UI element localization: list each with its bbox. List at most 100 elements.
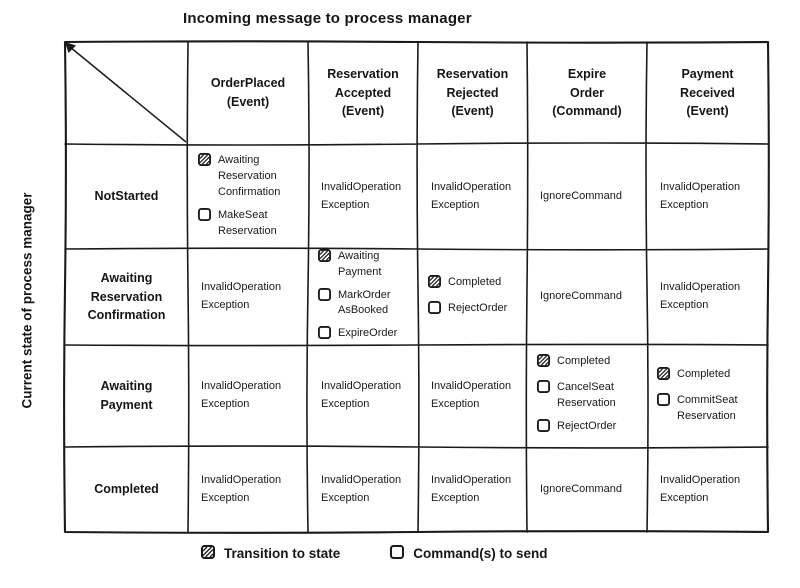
table-cell: Awaiting Reservation Confirmation MakeSea… bbox=[188, 144, 308, 249]
column-header: OrderPlaced (Event) bbox=[188, 42, 308, 144]
cell-item: RejectOrder bbox=[428, 300, 525, 320]
row-state-label: Completed bbox=[65, 447, 188, 532]
table-cell: Completed RejectOrder bbox=[418, 249, 527, 345]
table-cell: InvalidOperation Exception bbox=[308, 345, 418, 447]
table-cell: IgnoreCommand bbox=[527, 144, 647, 249]
cell-text: InvalidOperation Exception bbox=[660, 281, 741, 311]
legend-command-label: Command(s) to send bbox=[413, 546, 548, 561]
cell-item: RejectOrder bbox=[537, 418, 645, 438]
transition-to-state-icon bbox=[201, 545, 215, 562]
cell-item-text: ExpireOrder bbox=[338, 327, 398, 340]
transition-to-state-icon bbox=[657, 367, 670, 386]
cell-item: Completed bbox=[657, 367, 766, 386]
cell-item-text: Completed bbox=[448, 275, 502, 288]
cell-text: IgnoreCommand bbox=[540, 482, 622, 495]
table-cell: InvalidOperation Exception bbox=[308, 144, 418, 249]
cell-text: InvalidOperation Exception bbox=[201, 473, 282, 504]
cell-text: InvalidOperation Exception bbox=[201, 281, 282, 311]
cell-text: InvalidOperation Exception bbox=[660, 180, 741, 211]
cell-item-text: RejectOrder bbox=[557, 419, 617, 432]
cell-item: Completed bbox=[428, 274, 525, 294]
cell-item: ExpireOrder bbox=[318, 326, 416, 345]
column-header-label: Reservation Rejected (Event) bbox=[436, 66, 509, 119]
cell-item-text: RejectOrder bbox=[448, 301, 508, 314]
transition-to-state-icon bbox=[198, 153, 211, 172]
cell-text: InvalidOperation Exception bbox=[321, 473, 402, 504]
transition-to-state-icon bbox=[428, 274, 441, 294]
cell-item-text: CommitSeat Reservation bbox=[677, 394, 738, 422]
cell-text: InvalidOperation Exception bbox=[201, 380, 282, 410]
table-cell: InvalidOperation Exception bbox=[308, 447, 418, 532]
row-state-text: Awaiting Payment bbox=[100, 379, 153, 412]
cell-item: CommitSeat Reservation bbox=[657, 393, 766, 425]
cell-item-text: CancelSeat Reservation bbox=[557, 381, 616, 409]
table-cell: InvalidOperation Exception bbox=[647, 144, 768, 249]
table-cell: IgnoreCommand bbox=[527, 447, 647, 532]
cell-text: IgnoreCommand bbox=[540, 189, 622, 202]
cell-item-text: Awaiting Payment bbox=[338, 249, 382, 278]
command-to-send-icon bbox=[318, 326, 331, 345]
table-cell: Awaiting Payment MarkOrder AsBooked Expire… bbox=[308, 248, 418, 345]
cell-item-text: Awaiting Reservation Confirmation bbox=[218, 154, 281, 199]
x-axis-title: Incoming message to process manager bbox=[183, 10, 472, 27]
legend-transition-label: Transition to state bbox=[224, 546, 341, 561]
table-cell: InvalidOperation Exception bbox=[418, 144, 527, 249]
cell-text: InvalidOperation Exception bbox=[321, 380, 402, 410]
row-state-text: NotStarted bbox=[94, 189, 159, 204]
cell-text: InvalidOperation Exception bbox=[431, 473, 512, 504]
column-header: Expire Order (Command) bbox=[527, 42, 647, 144]
table-cell: InvalidOperation Exception bbox=[188, 249, 308, 345]
state-transition-table: OrderPlaced (Event) Reservation Accepted … bbox=[63, 40, 770, 534]
table-cell: InvalidOperation Exception bbox=[188, 345, 308, 447]
y-axis-title: Current state of process manager bbox=[19, 192, 35, 409]
column-header: Payment Received (Event) bbox=[647, 42, 768, 144]
column-header-label: Reservation Accepted (Event) bbox=[327, 66, 399, 119]
cell-item: MakeSeat Reservation bbox=[198, 207, 306, 240]
column-header: Reservation Accepted (Event) bbox=[308, 42, 418, 144]
row-state-label: Awaiting Reservation Confirmation bbox=[65, 249, 188, 345]
command-to-send-icon bbox=[657, 393, 670, 412]
table-cell: Completed CancelSeat Reservation RejectOrd… bbox=[527, 345, 647, 447]
table-cell: InvalidOperation Exception bbox=[418, 345, 527, 447]
legend: Transition to state Command(s) to send bbox=[201, 545, 548, 562]
command-to-send-icon bbox=[428, 300, 441, 320]
cell-text: InvalidOperation Exception bbox=[660, 473, 741, 504]
table-cell: IgnoreCommand bbox=[527, 249, 647, 345]
cell-item-text: Completed bbox=[557, 355, 611, 368]
column-header-label: Expire Order (Command) bbox=[552, 66, 622, 119]
column-header-label: Payment Received (Event) bbox=[680, 66, 735, 119]
table-cell: Completed CommitSeat Reservation bbox=[647, 345, 768, 447]
cell-item: Awaiting Reservation Confirmation bbox=[198, 153, 306, 201]
command-to-send-icon bbox=[537, 418, 550, 438]
table-cell: InvalidOperation Exception bbox=[188, 447, 308, 532]
cell-item-text: Completed bbox=[677, 368, 731, 381]
column-header: Reservation Rejected (Event) bbox=[418, 42, 527, 144]
transition-to-state-icon bbox=[318, 248, 331, 268]
cell-item-text: MarkOrder AsBooked bbox=[338, 288, 391, 317]
table-cell: InvalidOperation Exception bbox=[418, 447, 527, 532]
table-cell: InvalidOperation Exception bbox=[647, 447, 768, 532]
cell-text: InvalidOperation Exception bbox=[321, 180, 402, 211]
cell-text: InvalidOperation Exception bbox=[431, 180, 512, 211]
cell-item: CancelSeat Reservation bbox=[537, 380, 645, 412]
cell-text: IgnoreCommand bbox=[540, 290, 622, 303]
cell-item: Completed bbox=[537, 354, 645, 373]
row-state-label: NotStarted bbox=[65, 144, 188, 249]
legend-item-transition: Transition to state bbox=[201, 545, 340, 562]
transition-to-state-icon bbox=[537, 354, 550, 373]
column-header-label: OrderPlaced (Event) bbox=[210, 76, 286, 109]
command-to-send-icon bbox=[318, 287, 331, 307]
table-cell: InvalidOperation Exception bbox=[647, 249, 768, 345]
row-state-text: Awaiting Reservation Confirmation bbox=[87, 270, 166, 323]
legend-item-command: Command(s) to send bbox=[390, 545, 548, 562]
cell-item: Awaiting Payment bbox=[318, 248, 416, 281]
command-to-send-icon bbox=[537, 380, 550, 399]
command-to-send-icon bbox=[390, 545, 405, 562]
cell-item: MarkOrder AsBooked bbox=[318, 287, 416, 320]
row-state-text: Completed bbox=[94, 482, 159, 497]
command-to-send-icon bbox=[198, 207, 211, 227]
cell-text: InvalidOperation Exception bbox=[431, 380, 512, 410]
cell-item-text: MakeSeat Reservation bbox=[218, 208, 277, 237]
table-grid-lines bbox=[63, 40, 770, 534]
